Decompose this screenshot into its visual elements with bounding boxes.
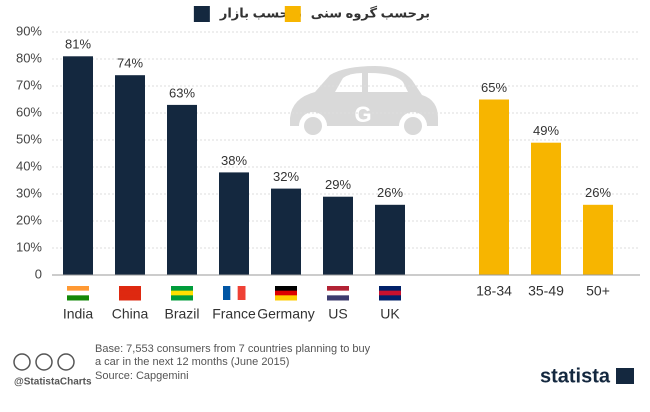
note: Base: 7,553 consumers from 7 countries p… (95, 343, 371, 355)
flag (275, 295, 297, 301)
y-tick-label: 90% (16, 23, 42, 38)
y-tick-label: 10% (16, 239, 42, 254)
x-tick-label: Brazil (164, 306, 199, 322)
x-tick-label: UK (380, 306, 400, 322)
credit: @StatistaCharts (14, 377, 92, 388)
value-label: 38% (221, 153, 247, 168)
y-tick-label: 70% (16, 77, 42, 92)
y-tick-label: 30% (16, 185, 42, 200)
brand-icon (616, 368, 634, 384)
flag (171, 286, 193, 292)
flag (223, 286, 231, 300)
y-tick-label: 40% (16, 158, 42, 173)
y-tick-label: 0 (35, 266, 42, 281)
x-tick-label: 50+ (586, 283, 610, 299)
flag (275, 286, 297, 292)
flag (230, 286, 239, 300)
flag (171, 295, 193, 301)
x-tick-label: 35-49 (528, 283, 564, 299)
flag (171, 290, 193, 296)
source: Source: Capgemini (95, 370, 189, 382)
value-label: 32% (273, 169, 299, 184)
bar (271, 188, 301, 275)
flag (379, 295, 401, 301)
legend-swatch (193, 6, 210, 22)
bar (167, 104, 197, 276)
bar (323, 196, 353, 275)
y-tick-label: 20% (16, 212, 42, 227)
flag (67, 290, 89, 296)
note: a car in the next 12 months (June 2015) (95, 356, 289, 368)
value-label: 26% (585, 185, 611, 200)
flag (275, 290, 297, 296)
car-icon: G (290, 66, 438, 140)
flag (67, 286, 89, 292)
legend-label: برحسب بازار (219, 5, 302, 20)
flag (119, 290, 141, 296)
x-tick-label: India (63, 306, 94, 322)
value-label: 65% (481, 80, 507, 95)
flag (379, 286, 401, 292)
bar (115, 75, 145, 275)
flag (327, 290, 349, 296)
brand: statista (540, 365, 611, 387)
x-tick-label: China (112, 306, 149, 322)
x-tick-label: 18-34 (476, 283, 512, 299)
legend-swatch (284, 6, 301, 22)
x-tick-label: US (328, 306, 347, 322)
value-label: 63% (169, 85, 195, 100)
bar (583, 204, 613, 275)
y-tick-label: 50% (16, 131, 42, 146)
legend-label: برحسب گروه سنی (311, 5, 430, 20)
svg-text:G: G (354, 102, 371, 127)
value-label: 49% (533, 123, 559, 138)
y-tick-label: 60% (16, 104, 42, 119)
flag (119, 295, 141, 301)
value-label: 29% (325, 177, 351, 192)
bar (479, 99, 509, 275)
bar (531, 142, 561, 275)
x-tick-label: France (212, 306, 256, 322)
bar (63, 56, 93, 275)
bar (219, 172, 249, 275)
flag (379, 290, 401, 296)
flag (119, 286, 141, 292)
value-label: 81% (65, 37, 91, 52)
value-label: 26% (377, 185, 403, 200)
flag (327, 295, 349, 301)
x-tick-label: Germany (257, 306, 315, 322)
flag (327, 286, 349, 292)
y-tick-label: 80% (16, 50, 42, 65)
bar (375, 204, 405, 275)
value-label: 74% (117, 56, 143, 71)
cc-icons (13, 353, 75, 371)
flag (67, 295, 89, 301)
flag (237, 286, 246, 300)
